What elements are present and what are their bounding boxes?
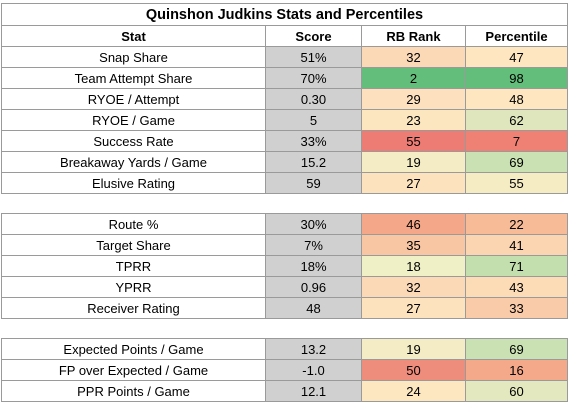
score-cell: 12.1: [265, 380, 362, 402]
stat-cell: FP over Expected / Game: [1, 359, 266, 381]
rb-rank-cell: 35: [361, 234, 466, 256]
spacer-cell: [465, 193, 568, 214]
stat-cell: Team Attempt Share: [1, 67, 266, 89]
percentile-cell: 55: [465, 172, 568, 194]
score-cell: 0.30: [265, 88, 362, 110]
table-row: Elusive Rating 59 27 55: [1, 172, 568, 194]
score-cell: 18%: [265, 255, 362, 277]
spacer-cell: [465, 318, 568, 339]
score-cell: 7%: [265, 234, 362, 256]
stat-cell: RYOE / Attempt: [1, 88, 266, 110]
percentile-cell: 60: [465, 380, 568, 402]
stat-cell: PPR Points / Game: [1, 380, 266, 402]
column-header-stat: Stat: [1, 25, 266, 47]
table-row: Success Rate 33% 55 7: [1, 130, 568, 152]
column-header-percentile: Percentile: [465, 25, 568, 47]
percentile-cell: 98: [465, 67, 568, 89]
score-cell: 70%: [265, 67, 362, 89]
stats-table-body: Quinshon Judkins Stats and Percentiles S…: [1, 3, 568, 402]
spacer-cell: [361, 318, 466, 339]
table-row: Team Attempt Share 70% 2 98: [1, 67, 568, 89]
rb-rank-cell: 27: [361, 297, 466, 319]
table-row: PPR Points / Game 12.1 24 60: [1, 380, 568, 402]
percentile-cell: 16: [465, 359, 568, 381]
score-cell: 48: [265, 297, 362, 319]
spacer-cell: [265, 318, 362, 339]
percentile-cell: 69: [465, 151, 568, 173]
percentile-cell: 47: [465, 46, 568, 68]
stat-cell: Breakaway Yards / Game: [1, 151, 266, 173]
percentile-cell: 7: [465, 130, 568, 152]
table-row: Breakaway Yards / Game 15.2 19 69: [1, 151, 568, 173]
percentile-cell: 22: [465, 213, 568, 235]
rb-rank-cell: 18: [361, 255, 466, 277]
percentile-cell: 69: [465, 338, 568, 360]
stat-cell: RYOE / Game: [1, 109, 266, 131]
stat-cell: Snap Share: [1, 46, 266, 68]
table-title: Quinshon Judkins Stats and Percentiles: [1, 3, 568, 26]
stat-cell: Target Share: [1, 234, 266, 256]
percentile-cell: 33: [465, 297, 568, 319]
table-row: Route % 30% 46 22: [1, 213, 568, 235]
table-row: Target Share 7% 35 41: [1, 234, 568, 256]
column-header-rb-rank: RB Rank: [361, 25, 466, 47]
percentile-cell: 62: [465, 109, 568, 131]
spacer-cell: [361, 193, 466, 214]
header-row: Stat Score RB Rank Percentile: [1, 25, 568, 47]
percentile-cell: 71: [465, 255, 568, 277]
rb-rank-cell: 50: [361, 359, 466, 381]
score-cell: 5: [265, 109, 362, 131]
section-spacer: [1, 318, 568, 339]
spacer-cell: [1, 193, 266, 214]
rb-rank-cell: 32: [361, 276, 466, 298]
rb-rank-cell: 19: [361, 151, 466, 173]
table-row: RYOE / Game 5 23 62: [1, 109, 568, 131]
score-cell: 13.2: [265, 338, 362, 360]
table-row: Snap Share 51% 32 47: [1, 46, 568, 68]
percentile-cell: 43: [465, 276, 568, 298]
table-row: YPRR 0.96 32 43: [1, 276, 568, 298]
table-row: TPRR 18% 18 71: [1, 255, 568, 277]
stat-cell: Expected Points / Game: [1, 338, 266, 360]
rb-rank-cell: 2: [361, 67, 466, 89]
section-spacer: [1, 193, 568, 214]
rb-rank-cell: 27: [361, 172, 466, 194]
title-row: Quinshon Judkins Stats and Percentiles: [1, 3, 568, 26]
stats-table: Quinshon Judkins Stats and Percentiles S…: [1, 3, 568, 402]
score-cell: 0.96: [265, 276, 362, 298]
percentile-cell: 48: [465, 88, 568, 110]
stat-cell: Success Rate: [1, 130, 266, 152]
rb-rank-cell: 55: [361, 130, 466, 152]
rb-rank-cell: 19: [361, 338, 466, 360]
table-row: Expected Points / Game 13.2 19 69: [1, 338, 568, 360]
rb-rank-cell: 23: [361, 109, 466, 131]
column-header-score: Score: [265, 25, 362, 47]
stat-cell: Receiver Rating: [1, 297, 266, 319]
score-cell: -1.0: [265, 359, 362, 381]
table-row: FP over Expected / Game -1.0 50 16: [1, 359, 568, 381]
rb-rank-cell: 24: [361, 380, 466, 402]
table-row: Receiver Rating 48 27 33: [1, 297, 568, 319]
rb-rank-cell: 29: [361, 88, 466, 110]
score-cell: 59: [265, 172, 362, 194]
spacer-cell: [265, 193, 362, 214]
rb-rank-cell: 46: [361, 213, 466, 235]
stat-cell: YPRR: [1, 276, 266, 298]
stat-cell: Elusive Rating: [1, 172, 266, 194]
score-cell: 30%: [265, 213, 362, 235]
spacer-cell: [1, 318, 266, 339]
stat-cell: Route %: [1, 213, 266, 235]
score-cell: 15.2: [265, 151, 362, 173]
rb-rank-cell: 32: [361, 46, 466, 68]
stat-cell: TPRR: [1, 255, 266, 277]
table-row: RYOE / Attempt 0.30 29 48: [1, 88, 568, 110]
score-cell: 33%: [265, 130, 362, 152]
score-cell: 51%: [265, 46, 362, 68]
percentile-cell: 41: [465, 234, 568, 256]
